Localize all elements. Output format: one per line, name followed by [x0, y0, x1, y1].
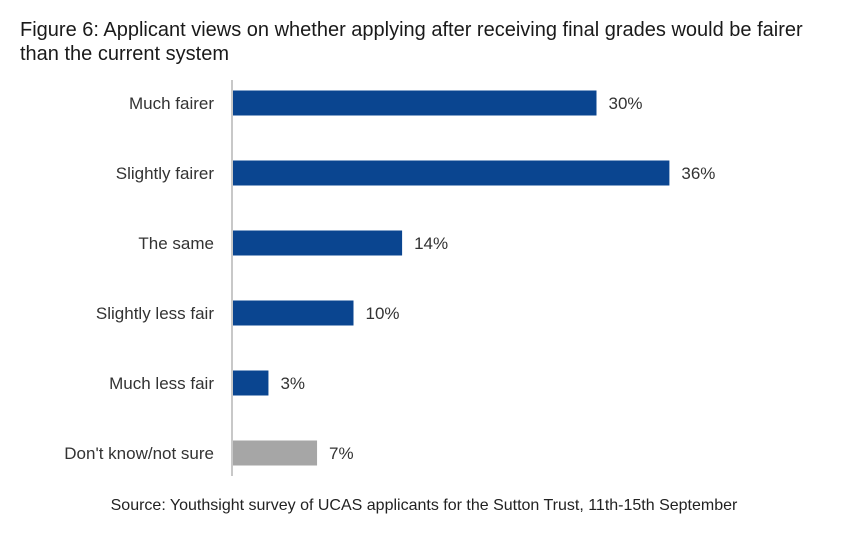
value-label: 10% — [366, 304, 400, 323]
category-label: Much fairer — [129, 94, 214, 113]
value-label: 3% — [280, 374, 305, 393]
bar — [232, 90, 597, 116]
value-label: 30% — [609, 94, 643, 113]
category-label: Much less fair — [109, 374, 214, 393]
chart-title: Figure 6: Applicant views on whether app… — [20, 19, 803, 65]
category-label: Don't know/not sure — [64, 444, 214, 463]
bar — [232, 160, 670, 186]
bar — [232, 440, 318, 466]
value-label: 7% — [329, 444, 354, 463]
bars-group: Much fairer 30% Slightly fairer 36% The same… — [64, 90, 715, 466]
category-label: Slightly less fair — [96, 304, 214, 323]
bar — [232, 230, 403, 256]
value-label: 36% — [681, 164, 715, 183]
bar — [232, 370, 269, 396]
category-label: The same — [138, 234, 214, 253]
value-label: 14% — [414, 234, 448, 253]
category-label: Slightly fairer — [116, 164, 215, 183]
bar — [232, 300, 354, 326]
source-note: Source: Youthsight survey of UCAS applic… — [110, 497, 738, 514]
